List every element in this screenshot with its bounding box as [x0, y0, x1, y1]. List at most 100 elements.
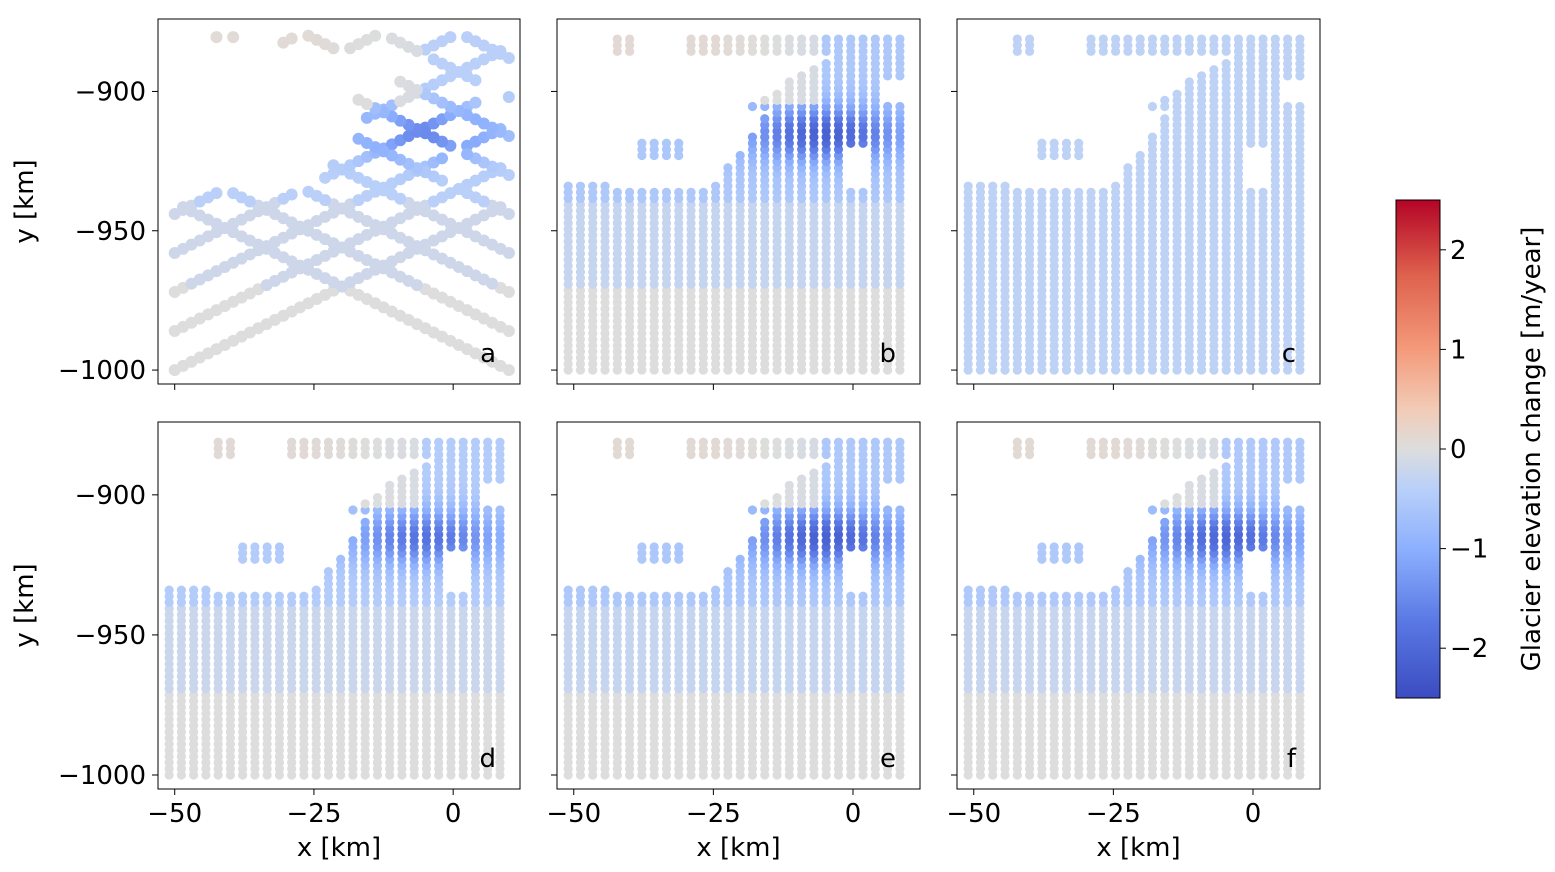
- panel-letter: a: [480, 339, 496, 369]
- data-point: [495, 505, 505, 515]
- data-point: [686, 187, 696, 197]
- data-point: [809, 437, 819, 447]
- data-point: [612, 34, 622, 44]
- data-point: [625, 187, 635, 197]
- data-point: [784, 480, 794, 490]
- data-point: [674, 591, 684, 601]
- data-point: [883, 505, 893, 515]
- data-point: [299, 591, 309, 601]
- data-point: [427, 53, 440, 66]
- data-point: [327, 159, 340, 172]
- data-point: [588, 181, 598, 191]
- data-point: [1221, 34, 1231, 44]
- y-tick-label: −1000: [58, 356, 146, 386]
- data-point: [661, 138, 672, 148]
- data-point: [238, 591, 248, 601]
- data-point: [274, 542, 285, 552]
- data-point: [637, 591, 647, 601]
- data-point: [809, 34, 819, 44]
- data-point: [1221, 58, 1231, 69]
- data-point: [760, 34, 770, 44]
- x-tick-label: −50: [147, 799, 202, 829]
- data-point: [649, 138, 659, 148]
- data-point: [563, 181, 573, 191]
- data-point: [612, 437, 622, 447]
- data-point: [287, 591, 297, 601]
- data-point: [821, 437, 831, 447]
- data-point: [846, 187, 856, 197]
- data-point: [895, 34, 905, 44]
- data-point: [372, 493, 383, 503]
- data-point: [458, 591, 468, 601]
- data-point: [385, 437, 395, 447]
- data-point: [285, 188, 298, 201]
- data-point: [711, 437, 721, 447]
- data-point: [563, 585, 573, 595]
- data-point: [649, 591, 659, 601]
- data-point: [274, 591, 285, 601]
- data-point: [1147, 34, 1158, 44]
- data-point: [495, 437, 505, 447]
- data-point: [287, 437, 297, 447]
- data-point: [1184, 77, 1194, 87]
- data-point: [760, 499, 770, 509]
- data-point: [772, 493, 782, 503]
- data-point: [747, 437, 758, 447]
- data-point: [213, 437, 223, 447]
- data-point: [227, 31, 240, 44]
- panel-letter: c: [1282, 339, 1296, 369]
- scatter-points: [168, 29, 515, 377]
- data-point: [210, 31, 223, 44]
- data-point: [625, 437, 635, 447]
- data-point: [458, 437, 468, 447]
- data-point: [434, 437, 444, 447]
- data-point: [1160, 114, 1170, 124]
- data-point: [1086, 187, 1096, 197]
- data-point: [858, 34, 868, 44]
- data-point: [348, 437, 358, 447]
- y-tick-label: −900: [75, 77, 146, 107]
- data-point: [711, 181, 721, 191]
- y-tick-label: −950: [75, 217, 146, 247]
- data-point: [436, 152, 449, 165]
- data-point: [870, 437, 880, 447]
- data-point: [883, 101, 893, 112]
- data-point: [1258, 34, 1268, 44]
- data-point: [201, 585, 211, 595]
- data-point: [895, 101, 905, 112]
- data-point: [360, 499, 370, 509]
- data-point: [686, 591, 696, 601]
- data-point: [1246, 34, 1256, 44]
- data-point: [311, 437, 321, 447]
- data-point: [323, 567, 334, 577]
- data-point: [600, 181, 610, 191]
- data-point: [1172, 89, 1182, 99]
- data-point: [1074, 138, 1084, 148]
- data-point: [1074, 187, 1084, 197]
- data-point: [1098, 187, 1108, 197]
- data-point: [698, 34, 708, 44]
- data-point: [1111, 181, 1121, 191]
- data-point: [1233, 34, 1244, 44]
- data-point: [760, 437, 770, 447]
- data-point: [747, 101, 758, 112]
- data-point: [385, 480, 395, 490]
- data-point: [227, 187, 240, 200]
- x-axis-label: x [km]: [297, 833, 381, 863]
- data-point: [637, 187, 647, 197]
- data-point: [1061, 187, 1072, 197]
- panel-letter: b: [879, 339, 896, 369]
- data-point: [661, 187, 672, 197]
- data-point: [858, 437, 868, 447]
- data-point: [975, 181, 986, 191]
- data-point: [262, 591, 272, 601]
- data-point: [747, 536, 758, 546]
- data-point: [698, 591, 708, 601]
- data-point: [735, 150, 745, 161]
- data-point: [674, 542, 684, 552]
- data-point: [1147, 132, 1158, 142]
- data-point: [446, 437, 456, 447]
- data-point: [461, 31, 474, 44]
